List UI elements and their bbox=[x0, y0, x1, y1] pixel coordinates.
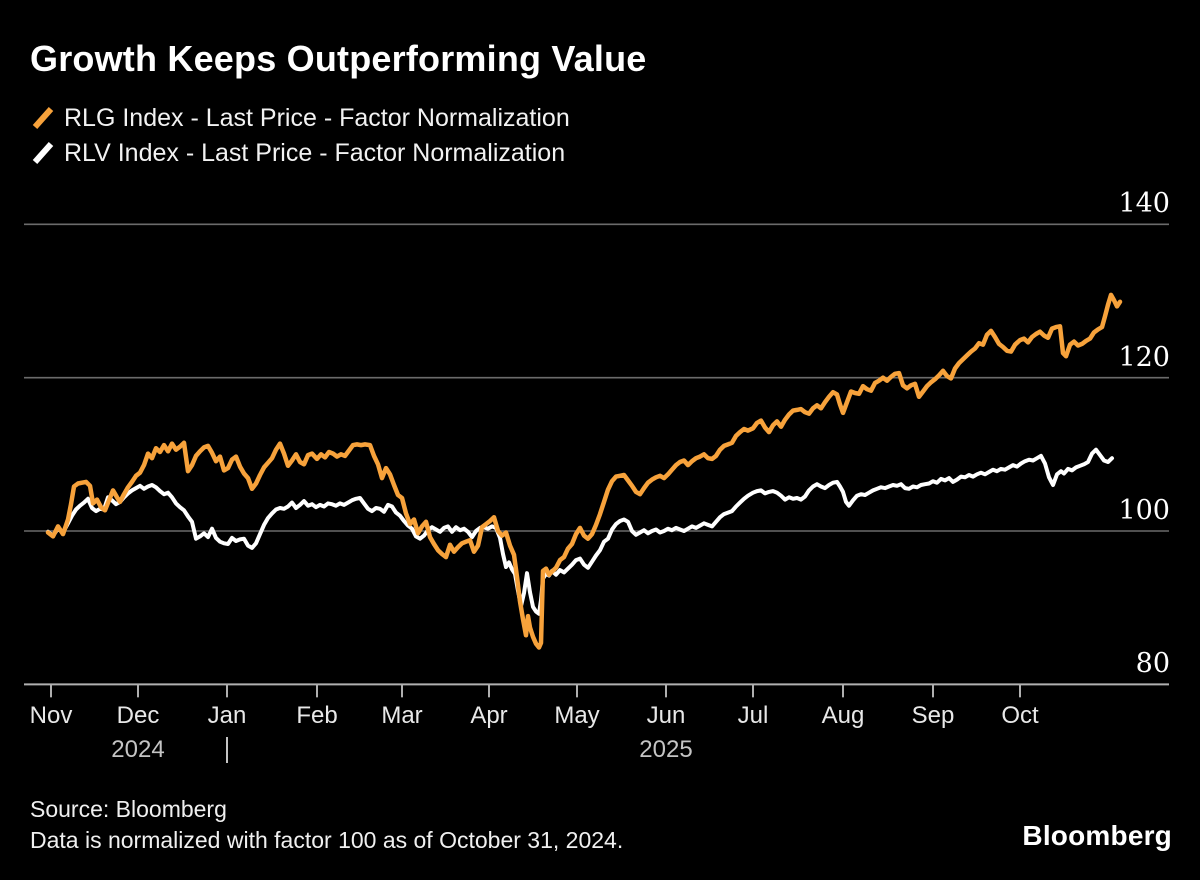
month-label-jun: Jun bbox=[646, 702, 686, 729]
rlv-slash-icon bbox=[32, 142, 54, 164]
month-label-nov: Nov bbox=[29, 702, 73, 729]
month-label-jan: Jan bbox=[207, 702, 247, 729]
source-line: Source: Bloomberg bbox=[30, 796, 227, 822]
month-label-sep: Sep bbox=[911, 702, 955, 729]
y-tick-label-100: 100 bbox=[1118, 495, 1170, 526]
rlg-series-line bbox=[45, 292, 1123, 650]
month-label-jul: Jul bbox=[737, 702, 769, 729]
legend-label-rlg: RLG Index - Last Price - Factor Normaliz… bbox=[64, 103, 570, 132]
legend-label-rlv: RLV Index - Last Price - Factor Normaliz… bbox=[64, 138, 566, 167]
year-label-2024: 2024 bbox=[111, 736, 165, 763]
month-label-may: May bbox=[554, 702, 600, 729]
y-tick-label-140: 140 bbox=[1118, 188, 1170, 220]
month-label-oct: Oct bbox=[1001, 702, 1039, 729]
y-tick-label-80: 80 bbox=[1135, 648, 1170, 680]
year-label-2025: 2025 bbox=[639, 736, 693, 763]
rlg-slash-icon bbox=[32, 107, 54, 129]
page-title: Growth Keeps Outperforming Value bbox=[30, 38, 647, 79]
month-label-aug: Aug bbox=[821, 702, 865, 729]
bloomberg-logo: Bloomberg bbox=[1022, 820, 1172, 851]
legend-item-rlg: RLG Index - Last Price - Factor Normaliz… bbox=[30, 103, 570, 133]
legend-item-rlv: RLV Index - Last Price - Factor Normaliz… bbox=[30, 138, 565, 168]
rlv-series-line bbox=[46, 447, 1114, 616]
month-label-mar: Mar bbox=[381, 702, 423, 729]
month-label-feb: Feb bbox=[296, 702, 338, 729]
month-label-apr: Apr bbox=[470, 702, 508, 729]
normalization-note: Data is normalized with factor 100 as of… bbox=[30, 827, 624, 853]
month-label-dec: Dec bbox=[116, 702, 160, 729]
year-divider-bar bbox=[226, 737, 228, 763]
y-tick-label-120: 120 bbox=[1118, 341, 1170, 373]
